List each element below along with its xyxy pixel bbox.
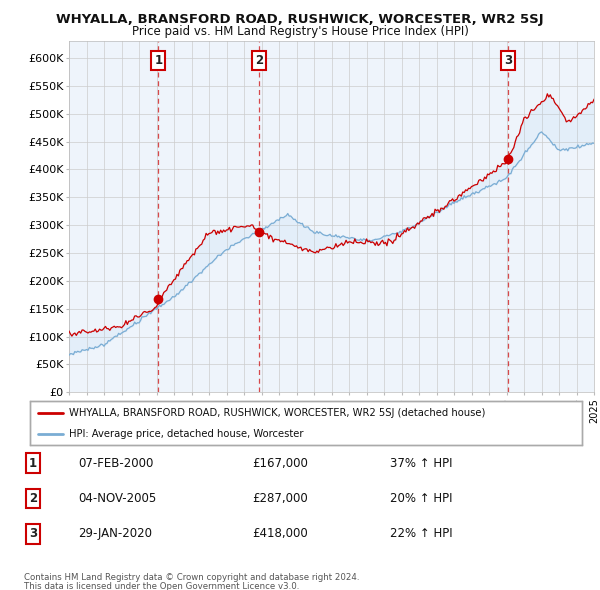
Text: £287,000: £287,000	[252, 492, 308, 505]
Text: 07-FEB-2000: 07-FEB-2000	[78, 457, 154, 470]
Text: 37% ↑ HPI: 37% ↑ HPI	[390, 457, 452, 470]
Text: 2: 2	[254, 54, 263, 67]
Text: Price paid vs. HM Land Registry's House Price Index (HPI): Price paid vs. HM Land Registry's House …	[131, 25, 469, 38]
Text: WHYALLA, BRANSFORD ROAD, RUSHWICK, WORCESTER, WR2 5SJ (detached house): WHYALLA, BRANSFORD ROAD, RUSHWICK, WORCE…	[68, 408, 485, 418]
Text: 3: 3	[29, 527, 37, 540]
Text: £167,000: £167,000	[252, 457, 308, 470]
Text: Contains HM Land Registry data © Crown copyright and database right 2024.: Contains HM Land Registry data © Crown c…	[24, 573, 359, 582]
Text: WHYALLA, BRANSFORD ROAD, RUSHWICK, WORCESTER, WR2 5SJ: WHYALLA, BRANSFORD ROAD, RUSHWICK, WORCE…	[56, 13, 544, 26]
Text: HPI: Average price, detached house, Worcester: HPI: Average price, detached house, Worc…	[68, 428, 303, 438]
Text: 22% ↑ HPI: 22% ↑ HPI	[390, 527, 452, 540]
Text: 1: 1	[29, 457, 37, 470]
Text: 04-NOV-2005: 04-NOV-2005	[78, 492, 156, 505]
Text: 20% ↑ HPI: 20% ↑ HPI	[390, 492, 452, 505]
Text: 1: 1	[154, 54, 163, 67]
Text: 2: 2	[29, 492, 37, 505]
Text: 29-JAN-2020: 29-JAN-2020	[78, 527, 152, 540]
Text: This data is licensed under the Open Government Licence v3.0.: This data is licensed under the Open Gov…	[24, 582, 299, 590]
Text: 3: 3	[504, 54, 512, 67]
Text: £418,000: £418,000	[252, 527, 308, 540]
